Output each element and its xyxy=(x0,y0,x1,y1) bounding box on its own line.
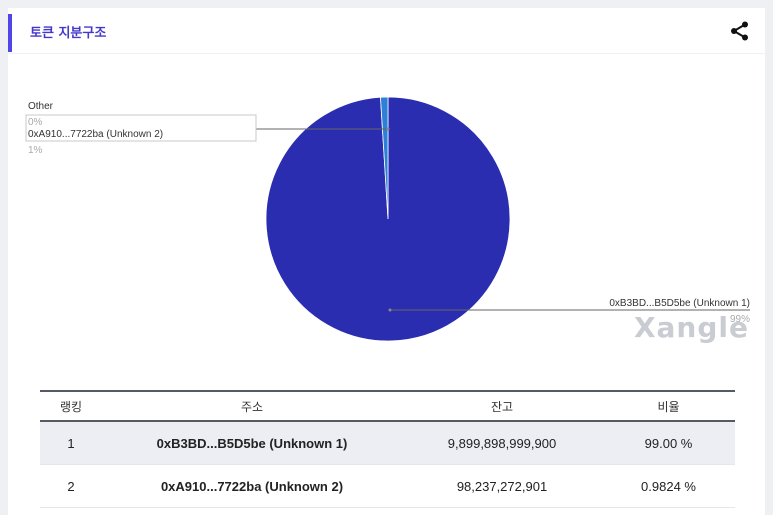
pie-slice[interactable] xyxy=(380,96,389,220)
cell-address[interactable]: 0xA910...7722ba (Unknown 2) xyxy=(160,478,344,494)
label-dot xyxy=(388,308,392,312)
header-balance: 잔고 xyxy=(490,399,514,414)
table-row[interactable]: 1 0xB3BD...B5D5be (Unknown 1) 9,899,898,… xyxy=(40,422,735,465)
slice-percent: 99% xyxy=(730,314,750,325)
holder-distribution-card: 토큰 지분구조 0xB3BD...B5D5be (Unknown 1) 99% Ot… xyxy=(8,8,765,515)
slice-label: 0xA910...7722ba (Unknown 2) xyxy=(28,129,163,140)
cell-balance: 9,899,898,999,900 xyxy=(447,435,557,451)
share-icon[interactable] xyxy=(729,20,751,42)
cell-ratio: 99.00 % xyxy=(644,435,693,451)
card-header: 토큰 지분구조 xyxy=(8,8,765,54)
label-dot xyxy=(386,127,390,131)
holders-table: 랭킹 주소 잔고 비율 1 0xB3BD...B5D5be (Unknown 1… xyxy=(40,390,735,508)
cell-rank: 1 xyxy=(67,435,75,451)
slice-percent: 0% xyxy=(28,117,43,128)
table-row[interactable]: 2 0xA910...7722ba (Unknown 2) 98,237,272… xyxy=(40,465,735,508)
table-header: 랭킹 주소 잔고 비율 xyxy=(40,390,735,422)
pie-chart: 0xB3BD...B5D5be (Unknown 1) 99% Other 0%0xA… xyxy=(25,96,750,342)
pie-chart-area: 0xB3BD...B5D5be (Unknown 1) 99% Other 0% 0xA… xyxy=(8,54,765,354)
header-address: 주소 xyxy=(240,399,264,414)
header-rank: 랭킹 xyxy=(59,399,83,414)
header-ratio: 비율 xyxy=(657,399,680,414)
slice-label: Other xyxy=(28,101,54,112)
cell-balance: 98,237,272,901 xyxy=(456,478,548,494)
title-accent-bar xyxy=(8,14,12,52)
cell-rank: 2 xyxy=(67,478,75,494)
cell-address[interactable]: 0xB3BD...B5D5be (Unknown 1) xyxy=(156,435,348,451)
slice-label: 0xB3BD...B5D5be (Unknown 1) xyxy=(609,298,750,309)
label-box xyxy=(25,114,257,142)
cell-ratio: 0.9824 % xyxy=(641,478,696,494)
slice-percent: 1% xyxy=(28,145,43,156)
card-title: 토큰 지분구조 xyxy=(30,26,107,41)
xangle-watermark: Xangle xyxy=(633,311,749,344)
